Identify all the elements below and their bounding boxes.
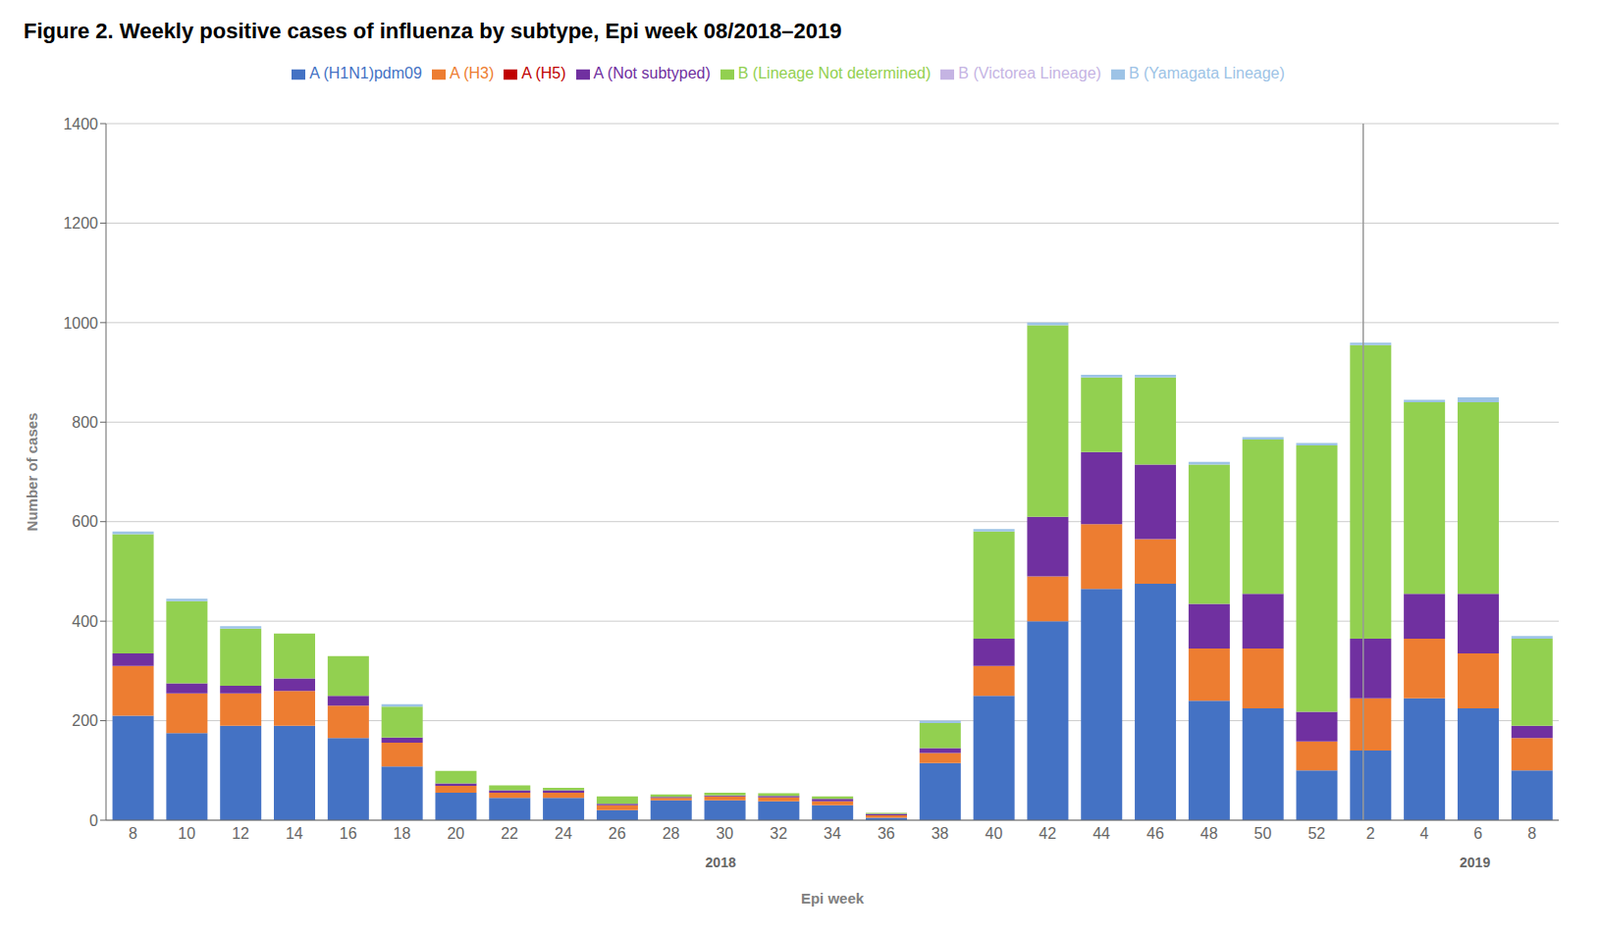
svg-text:600: 600 — [71, 513, 99, 531]
svg-text:44: 44 — [1092, 825, 1111, 843]
svg-text:800: 800 — [71, 414, 99, 431]
html-text:A (Not subtyped): A (Not subtyped) — [593, 64, 711, 82]
svg-text:0: 0 — [89, 812, 99, 830]
html-text:A (H3): A (H3) — [449, 64, 494, 82]
svg-text:6: 6 — [1473, 825, 1483, 843]
svg-text:Epi week: Epi week — [800, 890, 865, 907]
svg-text:42: 42 — [1038, 825, 1057, 843]
svg-text:10: 10 — [177, 825, 196, 843]
svg-text:Number of cases: Number of cases — [23, 413, 41, 533]
svg-text:32: 32 — [769, 825, 788, 843]
svg-text:400: 400 — [71, 613, 99, 631]
svg-text:12: 12 — [231, 825, 250, 843]
svg-text:52: 52 — [1307, 825, 1326, 843]
html-text:A (H1N1)pdm09: A (H1N1)pdm09 — [309, 64, 422, 82]
svg-text:30: 30 — [715, 825, 734, 843]
svg-text:24: 24 — [554, 825, 573, 843]
svg-text:22: 22 — [500, 825, 519, 843]
svg-text:1200: 1200 — [62, 214, 99, 232]
svg-text:20: 20 — [446, 825, 465, 843]
svg-text:46: 46 — [1146, 825, 1165, 843]
svg-text:1400: 1400 — [62, 115, 99, 133]
svg-text:40: 40 — [985, 825, 1004, 843]
svg-text:18: 18 — [393, 825, 412, 843]
html-text:B (Victorea Lineage): B (Victorea Lineage) — [958, 64, 1102, 82]
html-text:A (H5): A (H5) — [521, 64, 566, 82]
svg-text:50: 50 — [1254, 825, 1273, 843]
svg-text:26: 26 — [608, 825, 627, 843]
svg-text:200: 200 — [71, 712, 99, 730]
svg-text:8: 8 — [1527, 825, 1537, 843]
svg-text:4: 4 — [1420, 825, 1430, 843]
svg-text:1000: 1000 — [62, 315, 99, 332]
svg-text:16: 16 — [339, 825, 358, 843]
svg-text:2018: 2018 — [705, 854, 737, 871]
html-text:Figure 2. Weekly positive case: Figure 2. Weekly positive cases of influ… — [23, 18, 842, 44]
svg-text:34: 34 — [823, 825, 842, 843]
svg-text:38: 38 — [931, 825, 950, 843]
svg-text:36: 36 — [877, 825, 896, 843]
html-text:B (Yamagata Lineage): B (Yamagata Lineage) — [1128, 64, 1285, 82]
svg-text:48: 48 — [1200, 825, 1219, 843]
html-text:B (Lineage Not determined): B (Lineage Not determined) — [737, 64, 931, 82]
svg-text:14: 14 — [285, 825, 304, 843]
svg-text:28: 28 — [662, 825, 681, 843]
svg-text:2: 2 — [1366, 825, 1376, 843]
svg-text:8: 8 — [128, 825, 138, 843]
svg-text:2019: 2019 — [1459, 854, 1491, 871]
